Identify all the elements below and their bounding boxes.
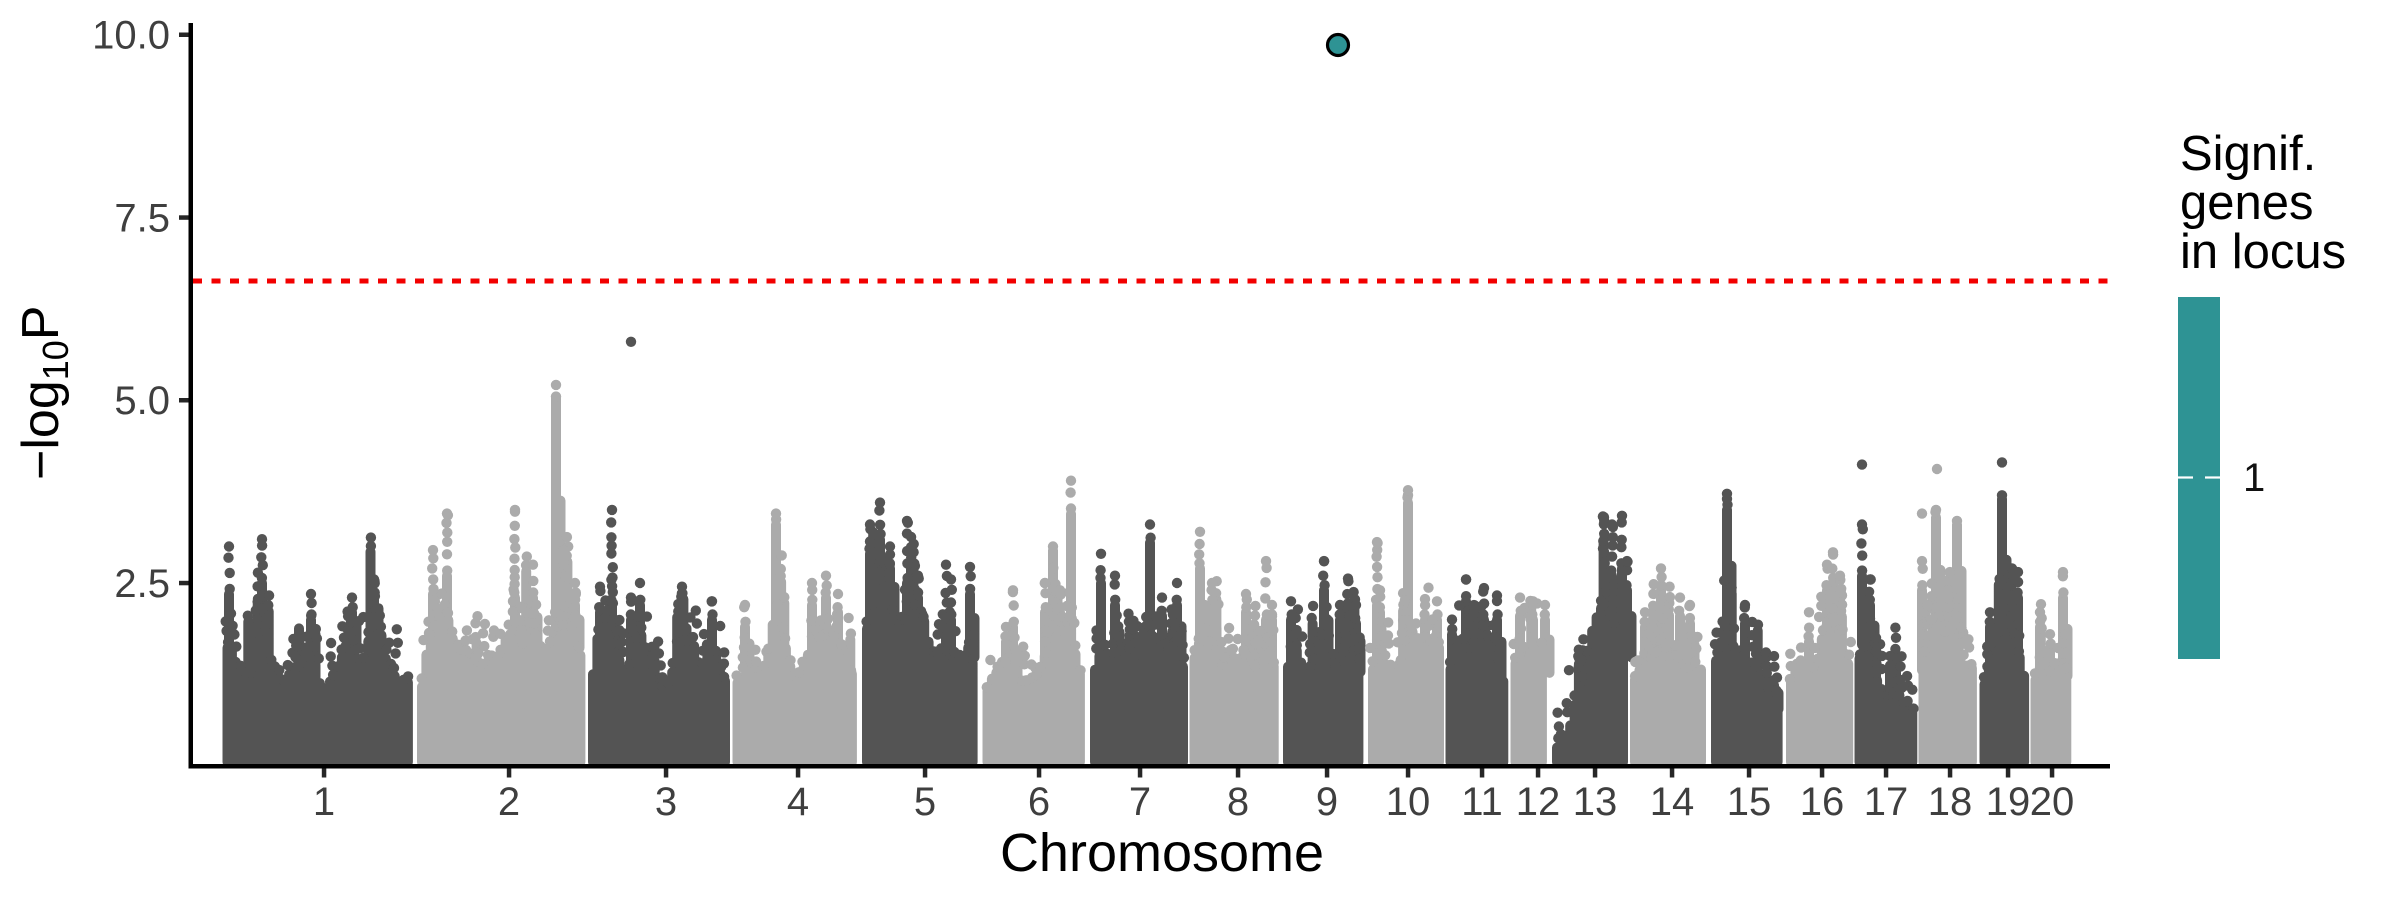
svg-text:3: 3 bbox=[655, 780, 677, 824]
svg-text:5: 5 bbox=[914, 780, 936, 824]
svg-text:genes: genes bbox=[2180, 176, 2314, 230]
svg-text:5.0: 5.0 bbox=[114, 379, 170, 423]
svg-text:2.5: 2.5 bbox=[114, 562, 170, 606]
svg-text:2: 2 bbox=[498, 780, 520, 824]
svg-text:11: 11 bbox=[1461, 780, 1503, 824]
svg-text:10.0: 10.0 bbox=[92, 14, 170, 58]
svg-text:18: 18 bbox=[1928, 780, 1973, 824]
svg-text:13: 13 bbox=[1573, 780, 1618, 824]
svg-text:9: 9 bbox=[1316, 780, 1338, 824]
svg-text:4: 4 bbox=[787, 780, 809, 824]
svg-text:Chromosome: Chromosome bbox=[1000, 823, 1324, 883]
svg-text:20: 20 bbox=[2030, 780, 2075, 824]
svg-text:1: 1 bbox=[2243, 456, 2265, 500]
svg-text:19: 19 bbox=[1986, 780, 2031, 824]
svg-text:15: 15 bbox=[1727, 780, 1772, 824]
svg-text:7.5: 7.5 bbox=[114, 197, 170, 241]
svg-text:12: 12 bbox=[1516, 780, 1561, 824]
svg-text:−log10P: −log10P bbox=[12, 306, 76, 481]
svg-text:17: 17 bbox=[1864, 780, 1909, 824]
svg-text:1: 1 bbox=[313, 780, 335, 824]
svg-text:6: 6 bbox=[1028, 780, 1050, 824]
svg-text:10: 10 bbox=[1386, 780, 1431, 824]
svg-text:in locus: in locus bbox=[2180, 225, 2346, 279]
svg-text:Signif.: Signif. bbox=[2180, 127, 2316, 181]
svg-text:16: 16 bbox=[1800, 780, 1845, 824]
svg-text:7: 7 bbox=[1129, 780, 1151, 824]
svg-text:14: 14 bbox=[1650, 780, 1695, 824]
svg-text:8: 8 bbox=[1227, 780, 1249, 824]
